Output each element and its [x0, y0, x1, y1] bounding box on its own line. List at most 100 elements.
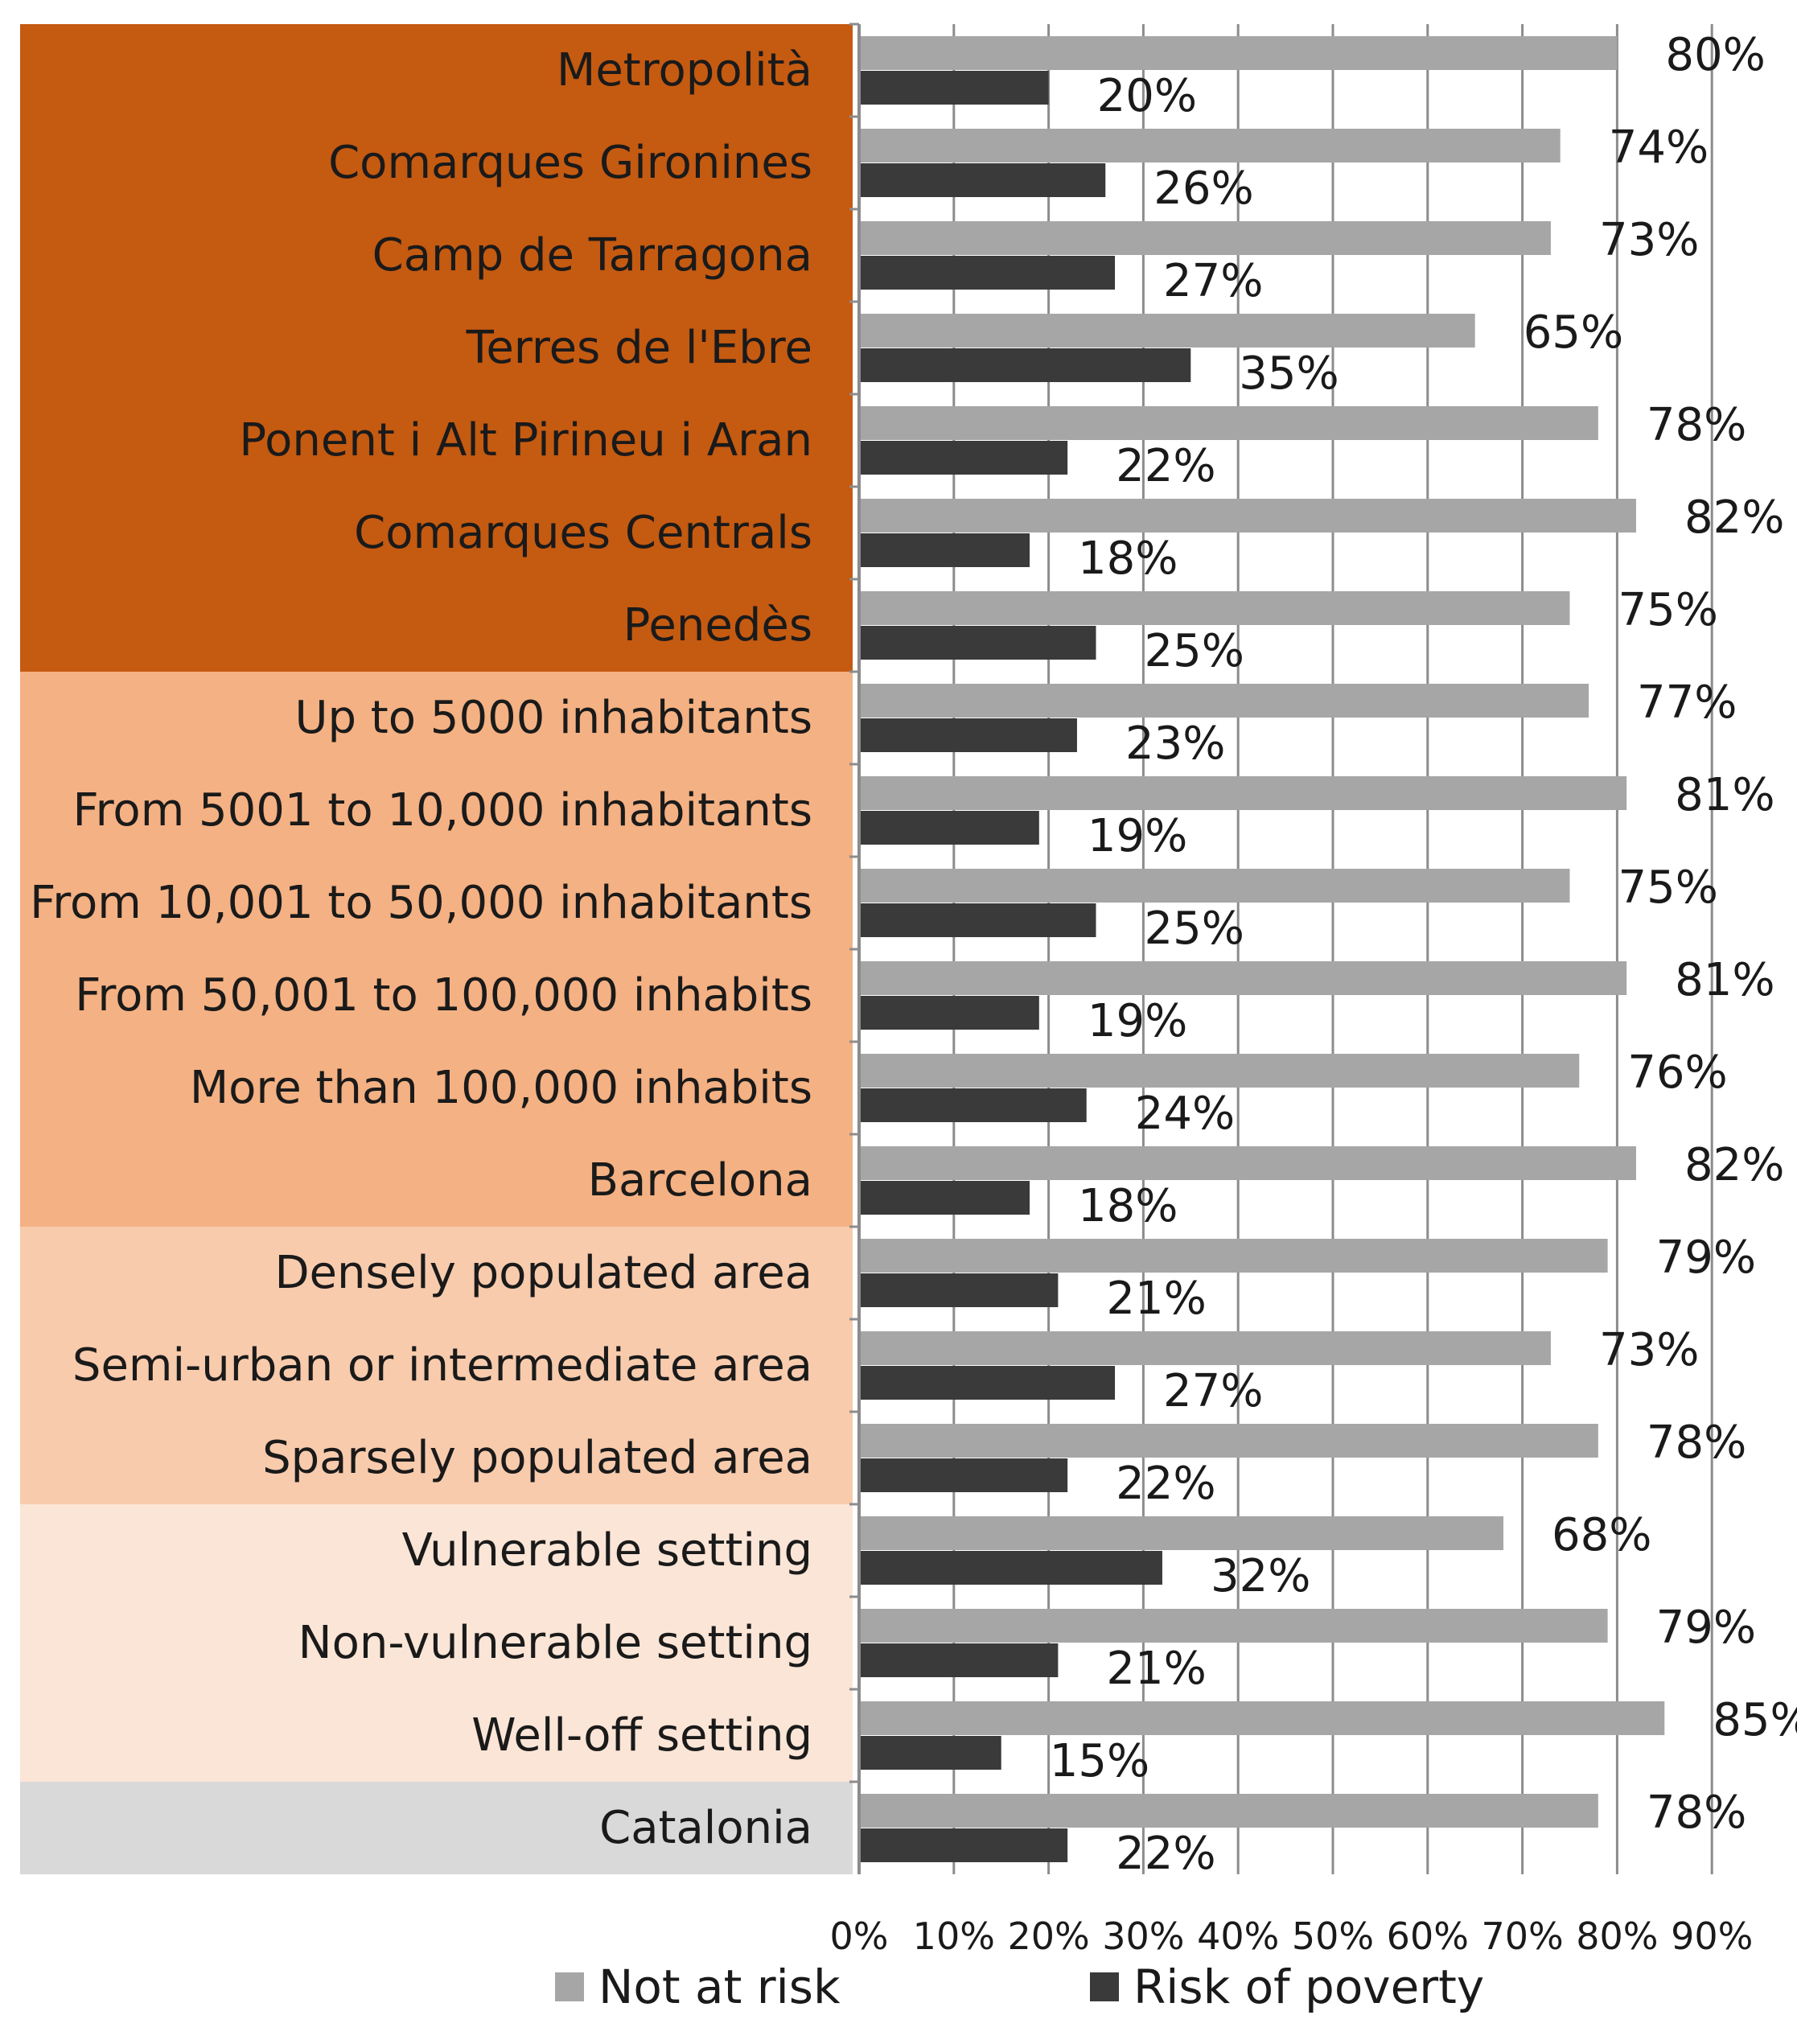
data-label: 25%: [1145, 903, 1244, 955]
data-label: 27%: [1163, 255, 1263, 307]
bar-not-at-risk: [859, 499, 1636, 533]
category-label: Terres de l'Ebre: [466, 322, 812, 374]
bar-risk-of-poverty: [859, 71, 1049, 105]
bar-risk-of-poverty: [859, 1366, 1116, 1400]
bar-risk-of-poverty: [859, 1736, 1001, 1770]
data-label: 35%: [1239, 348, 1338, 400]
data-label: 75%: [1618, 862, 1718, 914]
data-label: 22%: [1116, 1458, 1215, 1510]
category-label: More than 100,000 inhabits: [190, 1062, 812, 1114]
data-label: 25%: [1145, 625, 1244, 677]
category-label: Well-off setting: [471, 1709, 812, 1762]
data-label: 68%: [1552, 1509, 1651, 1561]
bar-risk-of-poverty: [859, 256, 1116, 290]
bar-not-at-risk: [859, 1794, 1598, 1828]
data-label: 20%: [1097, 70, 1197, 122]
category-band-3: [20, 1504, 853, 1782]
data-label: 80%: [1665, 29, 1765, 81]
category-label: Sparsely populated area: [262, 1432, 812, 1484]
x-tick-label: 10%: [913, 1914, 995, 1958]
data-label: 22%: [1116, 440, 1215, 492]
bar-risk-of-poverty: [859, 1458, 1068, 1492]
bar-not-at-risk: [859, 1516, 1504, 1550]
data-label: 78%: [1647, 399, 1746, 451]
legend-label: Not at risk: [598, 1960, 841, 2014]
category-label: Densely populated area: [274, 1247, 812, 1299]
category-label: From 50,001 to 100,000 inhabits: [75, 969, 812, 1022]
bar-not-at-risk: [859, 221, 1551, 255]
bar-risk-of-poverty: [859, 348, 1191, 382]
data-label: 75%: [1618, 584, 1718, 636]
category-label: Comarques Gironines: [328, 137, 812, 189]
bar-risk-of-poverty: [859, 1551, 1162, 1585]
bar-not-at-risk: [859, 1609, 1608, 1643]
data-label: 32%: [1211, 1550, 1310, 1602]
bar-risk-of-poverty: [859, 1643, 1059, 1677]
bar-not-at-risk: [859, 1701, 1665, 1735]
bar-risk-of-poverty: [859, 441, 1068, 475]
bar-not-at-risk: [859, 591, 1570, 625]
x-tick-label: 50%: [1292, 1914, 1374, 1958]
x-tick-label: 80%: [1576, 1914, 1658, 1958]
x-tick-label: 90%: [1671, 1914, 1753, 1958]
category-label: Camp de Tarragona: [372, 229, 812, 282]
x-tick-label: 40%: [1197, 1914, 1279, 1958]
data-label: 18%: [1078, 1180, 1178, 1232]
bar-not-at-risk: [859, 1146, 1636, 1180]
bar-risk-of-poverty: [859, 718, 1077, 752]
data-label: 15%: [1050, 1735, 1149, 1787]
data-label: 78%: [1647, 1417, 1746, 1469]
x-tick-label: 0%: [830, 1914, 889, 1958]
bar-risk-of-poverty: [859, 1273, 1059, 1307]
bar-not-at-risk: [859, 406, 1598, 440]
data-label: 76%: [1627, 1047, 1727, 1099]
bar-risk-of-poverty: [859, 996, 1039, 1030]
category-label: Metropolità: [557, 44, 812, 97]
x-tick-label: 70%: [1481, 1914, 1563, 1958]
data-label: 73%: [1599, 1324, 1699, 1376]
bar-not-at-risk: [859, 776, 1627, 810]
legend-swatch: [555, 1972, 584, 2001]
data-label: 24%: [1135, 1088, 1235, 1140]
value-labels: 80% 20% 74% 26% 73% 27% 65% 35% 78% 22% 82% 18% 75% 2…: [1050, 29, 1797, 1880]
data-label: 79%: [1656, 1602, 1756, 1654]
category-label: Ponent i Alt Pirineu i Aran: [239, 414, 812, 467]
data-label: 81%: [1675, 954, 1774, 1006]
data-label: 65%: [1524, 306, 1623, 359]
data-label: 77%: [1637, 677, 1737, 729]
bar-risk-of-poverty: [859, 811, 1039, 845]
bar-not-at-risk: [859, 1424, 1598, 1458]
data-label: 21%: [1106, 1273, 1206, 1325]
data-label: 82%: [1684, 491, 1784, 544]
bar-risk-of-poverty: [859, 626, 1096, 660]
category-bands: [20, 24, 853, 1874]
data-label: 27%: [1163, 1365, 1263, 1417]
legend: Not at risk Risk of poverty: [555, 1960, 1484, 2014]
bar-not-at-risk: [859, 129, 1561, 162]
bar-risk-of-poverty: [859, 1181, 1030, 1215]
data-label: 78%: [1647, 1787, 1746, 1839]
bar-risk-of-poverty: [859, 163, 1106, 197]
category-band-4: [20, 1782, 853, 1874]
category-label: From 10,001 to 50,000 inhabitants: [30, 877, 812, 929]
category-band-2: [20, 1227, 853, 1504]
axes: [849, 23, 861, 1874]
data-label: 19%: [1088, 995, 1187, 1047]
bar-not-at-risk: [859, 1239, 1608, 1273]
category-band-0: [20, 24, 853, 672]
data-label: 23%: [1125, 718, 1225, 770]
category-label: Non-vulnerable setting: [298, 1617, 812, 1669]
data-label: 19%: [1088, 810, 1187, 862]
legend-swatch: [1090, 1972, 1119, 2001]
data-label: 26%: [1153, 162, 1253, 215]
bar-not-at-risk: [859, 684, 1589, 718]
category-label: Comarques Centrals: [354, 507, 812, 559]
bars: [859, 36, 1665, 1862]
category-labels: Metropolità Comarques Gironines Camp de Ta…: [30, 44, 812, 1854]
bar-not-at-risk: [859, 36, 1618, 70]
bar-risk-of-poverty: [859, 1828, 1068, 1862]
x-tick-label: 20%: [1007, 1914, 1089, 1958]
category-label: From 5001 to 10,000 inhabitants: [73, 784, 813, 837]
category-label: Penedès: [623, 599, 812, 652]
